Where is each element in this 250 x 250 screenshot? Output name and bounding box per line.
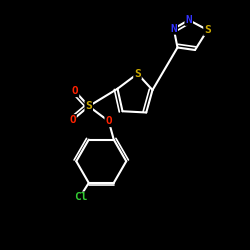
- Text: O: O: [69, 115, 76, 125]
- Text: O: O: [72, 86, 78, 96]
- Text: O: O: [105, 116, 112, 126]
- Text: N: N: [186, 15, 192, 25]
- Text: S: S: [204, 25, 211, 35]
- Text: N: N: [170, 24, 177, 34]
- Text: S: S: [86, 101, 92, 111]
- Text: Cl: Cl: [74, 192, 88, 202]
- Text: S: S: [134, 69, 141, 79]
